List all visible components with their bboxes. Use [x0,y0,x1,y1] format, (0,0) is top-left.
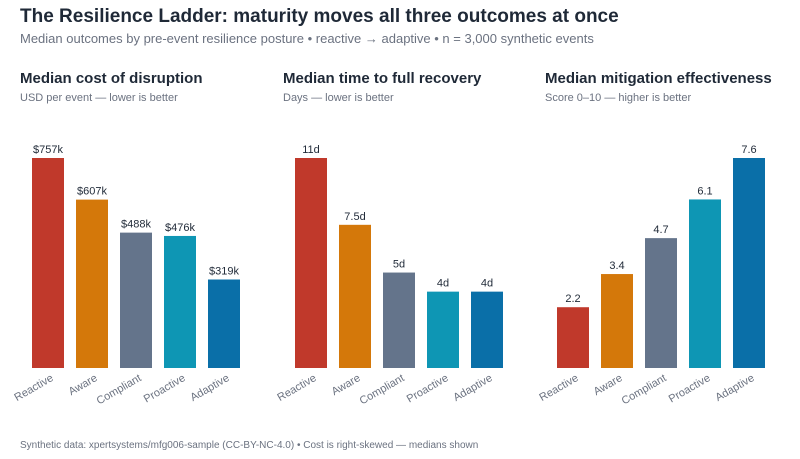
bar-proactive [689,199,721,368]
data-label: $319k [209,266,239,278]
bar-reactive [32,158,64,368]
x-tick-label: Compliant [358,372,407,407]
data-label: 4d [481,278,493,290]
bar-reactive [295,158,327,368]
data-label: 7.6 [741,144,756,156]
bar-proactive [164,235,196,368]
data-label: $607k [77,186,107,198]
bar-proactive [427,291,459,368]
bar-chart-recovery: 11dReactive7.5dAware5dCompliant4dProacti… [275,144,503,407]
panel-title: Median cost of disruption [20,70,203,87]
data-label: 5d [393,259,405,271]
data-label: 4d [437,278,449,290]
data-label: $476k [165,222,195,234]
x-tick-label: Adaptive [188,372,231,404]
bar-aware [339,224,371,368]
x-tick-label: Proactive [667,372,713,405]
x-tick-label: Proactive [405,372,451,405]
bar-aware [76,199,108,368]
bar-compliant [383,272,415,368]
panel-title: Median mitigation effectiveness [545,70,772,87]
x-tick-label: Adaptive [713,372,756,404]
data-label: $488k [121,219,151,231]
bar-adaptive [471,291,503,368]
source-footnote: Synthetic data: xpertsystems/mfg006-samp… [20,440,479,451]
bar-chart-effectiveness: 2.2Reactive3.4Aware4.7Compliant6.1Proact… [537,144,765,407]
bar-adaptive [733,158,765,368]
bar-compliant [645,238,677,368]
bar-compliant [120,232,152,368]
panel-cost: Median cost of disruption USD per event … [12,68,282,428]
x-tick-label: Proactive [142,372,188,405]
x-tick-label: Reactive [12,372,55,404]
data-label: 4.7 [653,224,668,236]
data-label: 6.1 [697,185,712,197]
bar-reactive [557,307,589,368]
panel-subtitle: Days — lower is better [283,92,394,104]
panel-subtitle: Score 0–10 — higher is better [545,92,692,104]
data-label: $757k [33,144,63,156]
chart-title: The Resilience Ladder: maturity moves al… [20,6,619,27]
chart-subtitle: Median outcomes by pre-event resilience … [20,31,594,46]
panel-subtitle: USD per event — lower is better [20,92,178,104]
bar-adaptive [208,279,240,368]
x-tick-label: Adaptive [451,372,494,404]
x-tick-label: Aware [330,372,363,398]
x-tick-label: Aware [592,372,625,398]
data-label: 7.5d [344,211,365,223]
data-label: 2.2 [565,293,580,305]
panel-recovery: Median time to full recovery Days — lowe… [275,68,545,428]
x-tick-label: Compliant [620,372,669,407]
panel-title: Median time to full recovery [283,70,482,87]
panel-effectiveness: Median mitigation effectiveness Score 0–… [537,68,800,428]
data-label: 11d [302,144,320,156]
x-tick-label: Compliant [95,372,144,407]
bar-aware [601,274,633,368]
x-tick-label: Aware [67,372,100,398]
bar-chart-cost: $757k Reactive $607k Aware $488k Compliant $47… [12,144,240,407]
data-label: 3.4 [609,260,624,272]
